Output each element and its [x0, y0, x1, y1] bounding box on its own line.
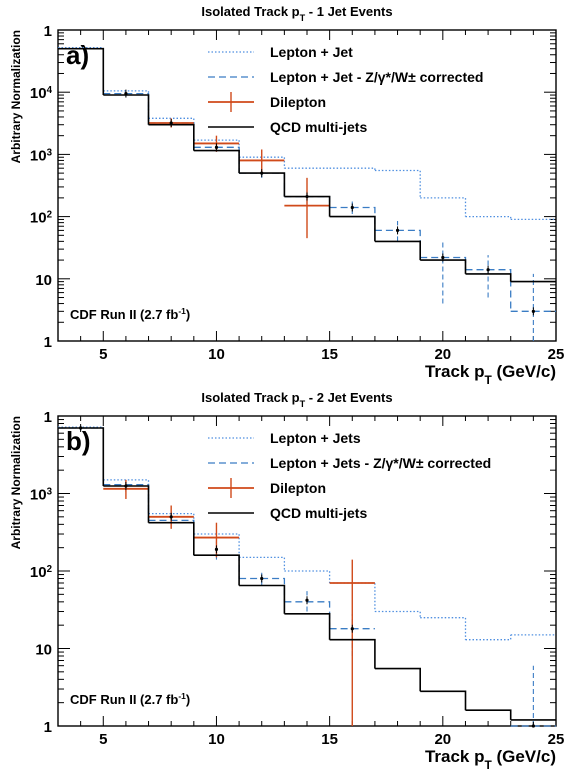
legend-label-0: Lepton + Jet	[270, 44, 353, 60]
legend-label-1: Lepton + Jet - Z/γ*/W± corrected	[270, 69, 483, 85]
data-point	[260, 576, 264, 581]
data-point	[395, 228, 400, 232]
data-point	[214, 145, 219, 149]
series-line-1	[58, 427, 556, 727]
series-line-3	[58, 47, 556, 283]
data-point	[350, 205, 354, 210]
x-tick-label: 5	[99, 346, 107, 363]
y-tick-label: 10	[35, 642, 52, 659]
data-point	[531, 309, 535, 313]
panel-b-chart: Isolated Track pT - 2 Jet Events 5 10 15 20 2…	[9, 390, 564, 771]
data-point	[486, 268, 490, 272]
data-point	[214, 547, 219, 551]
series-line-3	[58, 427, 556, 721]
x-tick-label: 25	[548, 346, 565, 363]
y-axis-label: Arbitrary Normalization	[9, 30, 23, 163]
y-tick-label: 102	[30, 564, 53, 582]
legend-label-2: Dilepton	[270, 480, 326, 496]
x-tick-label: 5	[99, 731, 107, 748]
data-point	[169, 515, 173, 519]
data-point	[79, 426, 83, 430]
panel-label: a)	[66, 40, 89, 70]
legend-label-2: Dilepton	[270, 94, 326, 110]
x-tick-label: 20	[434, 731, 451, 748]
y-axis-label: Arbitrary Normalization	[9, 416, 23, 549]
x-axis-label: Track pT (GeV/c)	[425, 362, 556, 387]
x-axis-label: Track pT (GeV/c)	[425, 747, 556, 771]
legend-label-0: Lepton + Jets	[270, 430, 361, 446]
data-point	[350, 627, 354, 631]
y-tick-label: 104	[30, 85, 53, 103]
data-point	[260, 171, 264, 175]
run-annotation: CDF Run II (2.7 fb-1)	[70, 691, 190, 707]
x-tick-label: 15	[321, 731, 338, 748]
chart-title: Isolated Track pT - 2 Jet Events	[201, 390, 392, 409]
chart-title: Isolated Track pT - 1 Jet Events	[201, 4, 392, 23]
legend-label-3: QCD multi-jets	[270, 505, 367, 521]
y-tick-label: 1	[44, 409, 52, 426]
legend-label-1: Lepton + Jets - Z/γ*/W± corrected	[270, 455, 491, 471]
y-tick-label: 1	[44, 334, 52, 351]
x-tick-label: 15	[321, 346, 338, 363]
y-tick-label: 103	[30, 486, 53, 504]
data-point	[124, 484, 128, 488]
data-point	[305, 598, 309, 602]
data-point	[124, 91, 128, 96]
x-tick-label: 25	[548, 731, 565, 748]
y-tick-label: 103	[30, 147, 53, 165]
x-tick-label: 10	[208, 731, 225, 748]
data-point	[531, 724, 535, 728]
data-point	[169, 121, 173, 125]
y-tick-label: 1	[44, 23, 52, 40]
legend-label-3: QCD multi-jets	[270, 119, 367, 135]
data-point	[441, 255, 445, 260]
panel-label: b)	[66, 426, 91, 456]
x-tick-label: 10	[208, 346, 225, 363]
x-tick-label: 20	[434, 346, 451, 363]
y-tick-label: 102	[30, 209, 53, 227]
run-annotation: CDF Run II (2.7 fb-1)	[70, 306, 190, 322]
data-point	[305, 194, 309, 199]
y-tick-label: 10	[35, 272, 52, 289]
y-tick-label: 1	[44, 719, 52, 736]
panel-a-chart: Isolated Track pT - 1 Jet Events 5 10 15 20 2…	[9, 4, 564, 387]
